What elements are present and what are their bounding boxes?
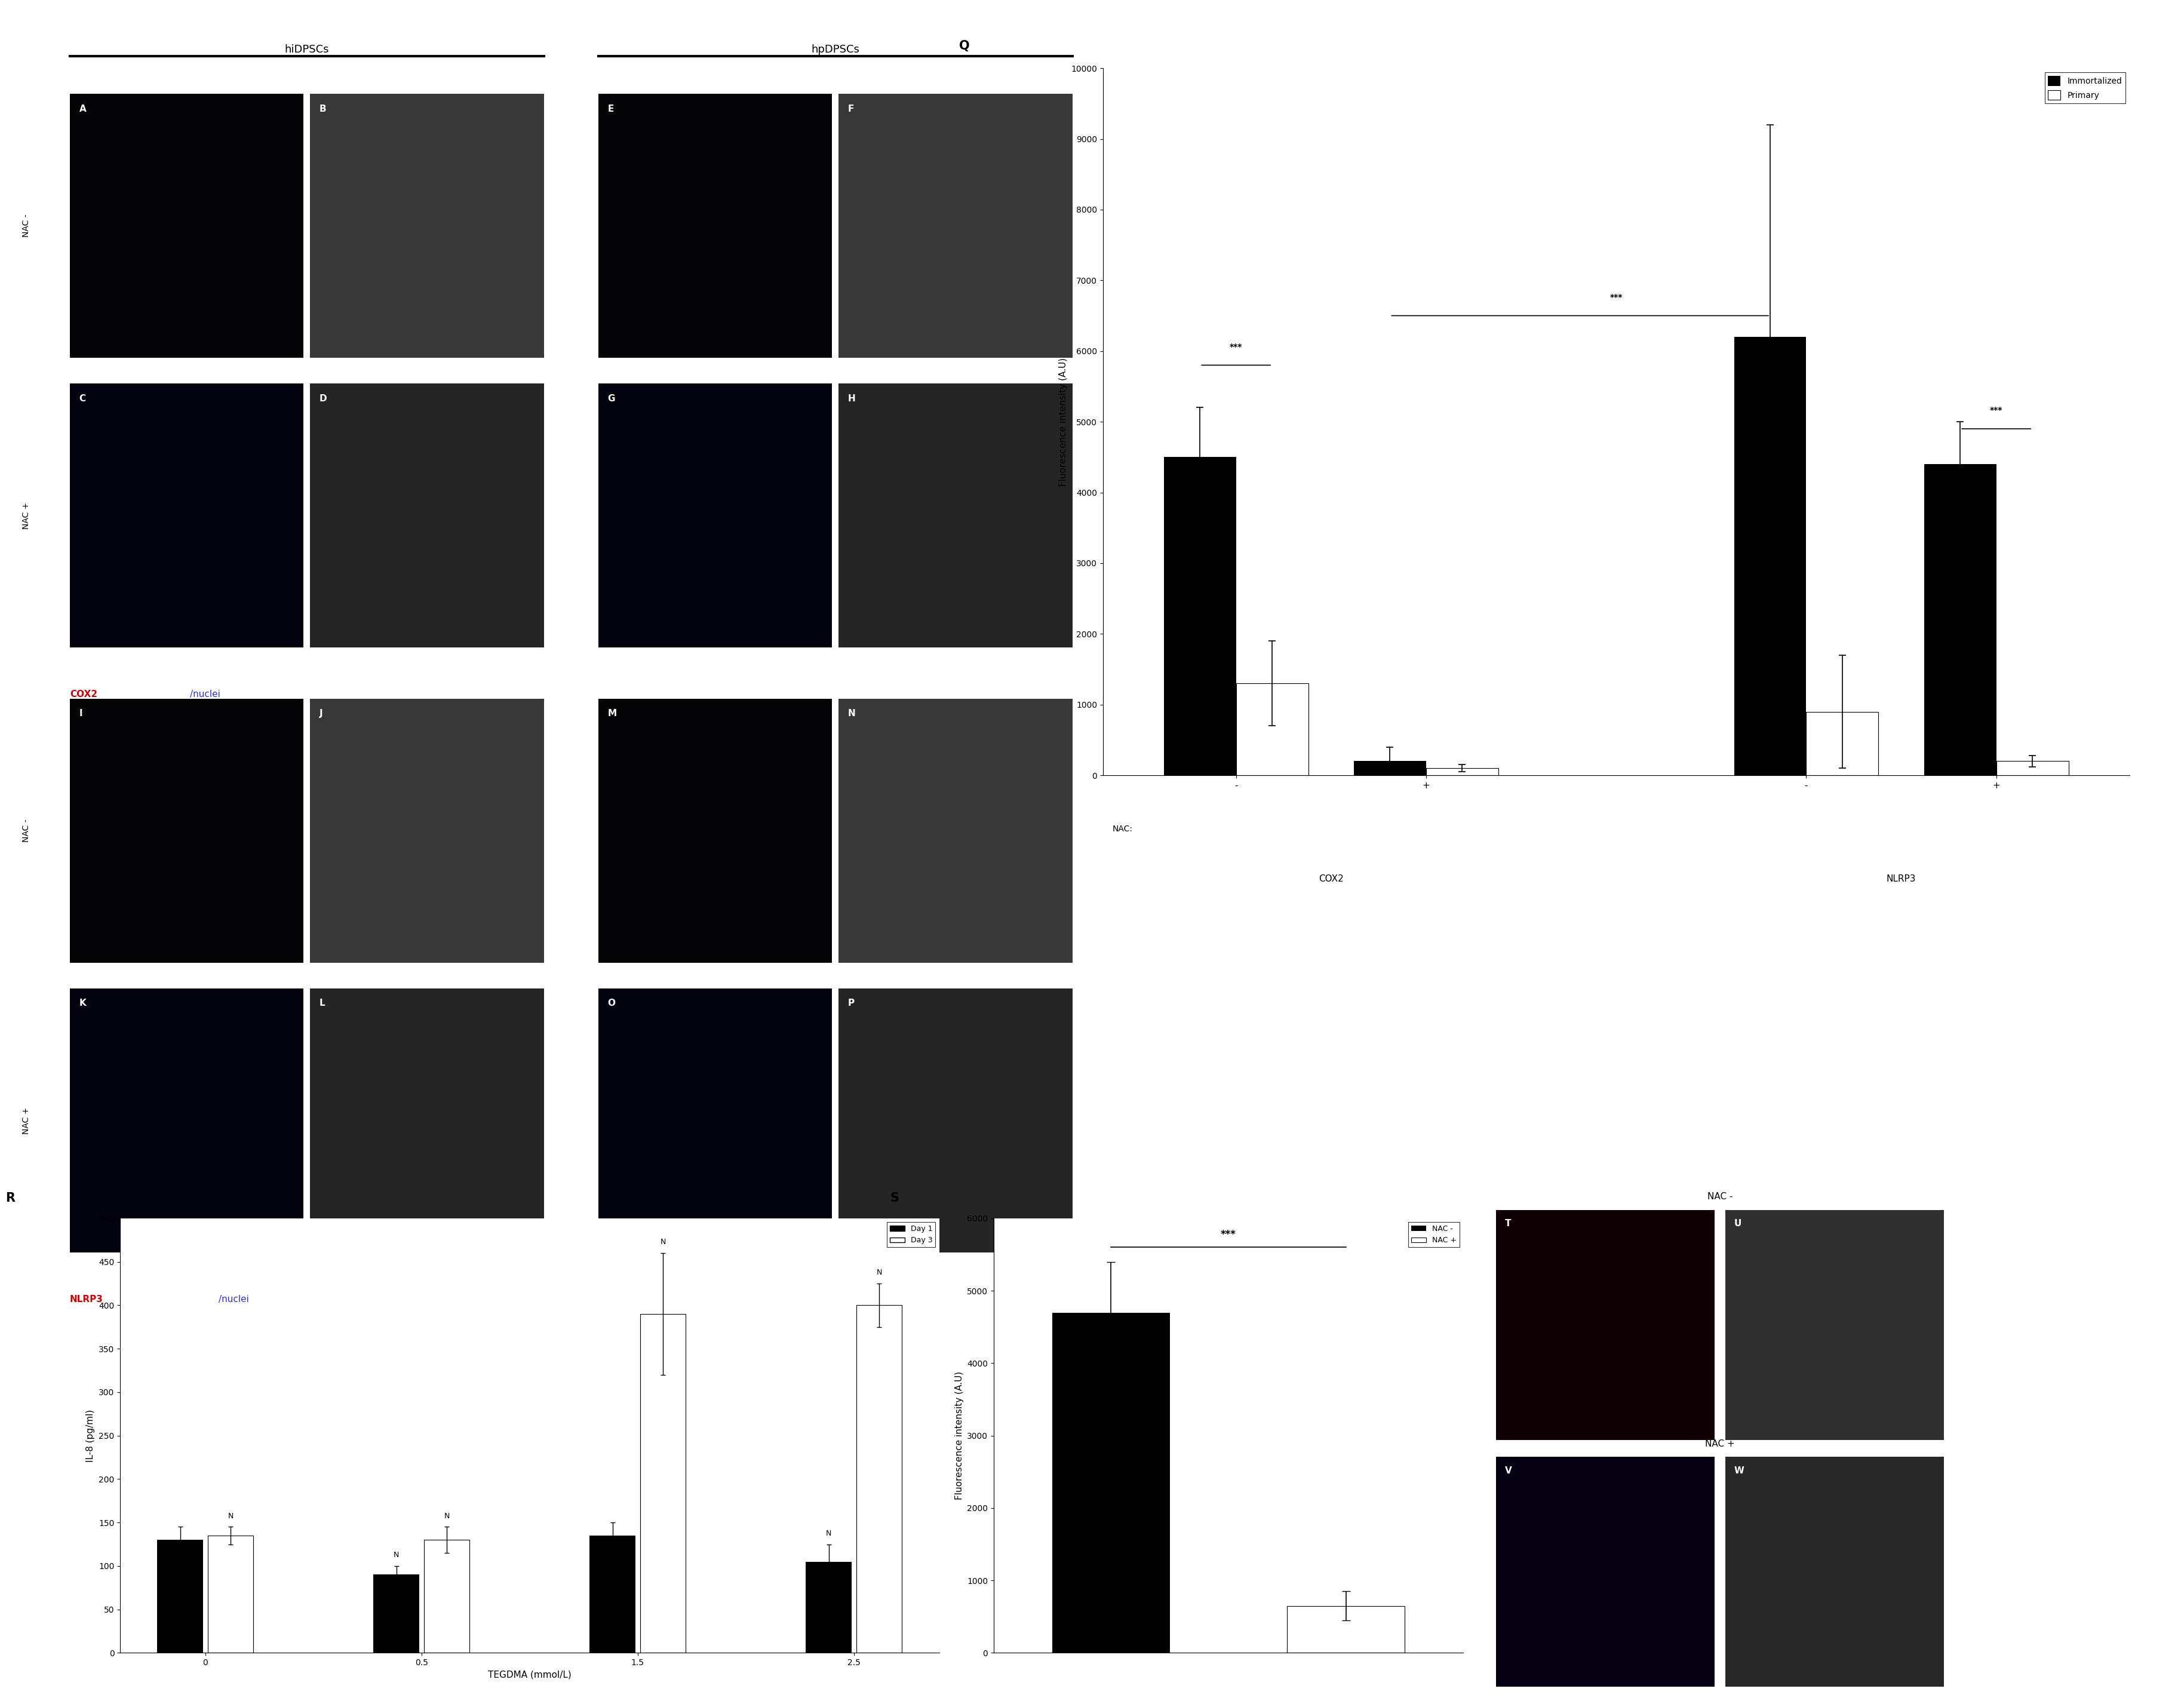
Bar xyxy=(1734,337,1806,775)
Text: NAC +: NAC + xyxy=(1706,1440,1734,1448)
Bar xyxy=(856,1305,902,1653)
Bar xyxy=(590,1535,636,1653)
Bar xyxy=(1806,712,1878,775)
Text: C: C xyxy=(79,394,85,402)
Text: B: B xyxy=(319,104,325,112)
Text: hpDPSCs: hpDPSCs xyxy=(810,44,860,55)
Text: F: F xyxy=(847,104,854,112)
Text: COX2: COX2 xyxy=(70,690,98,699)
Text: E: E xyxy=(607,104,614,112)
Text: /nuclei: /nuclei xyxy=(218,1295,249,1304)
Text: T: T xyxy=(1505,1218,1511,1229)
Bar xyxy=(207,1535,253,1653)
Text: D: D xyxy=(319,394,328,402)
Legend: NAC -, NAC +: NAC -, NAC + xyxy=(1409,1222,1459,1247)
Text: NAC +: NAC + xyxy=(22,1108,31,1133)
Bar xyxy=(424,1540,470,1653)
Bar xyxy=(1053,1312,1171,1653)
Text: NLRP3: NLRP3 xyxy=(1887,874,1915,883)
Text: /nuclei: /nuclei xyxy=(190,690,221,699)
Text: W: W xyxy=(1734,1465,1745,1476)
Bar xyxy=(1354,762,1426,775)
Text: N: N xyxy=(393,1551,400,1559)
Bar xyxy=(1164,457,1236,775)
X-axis label: TEGDMA (mmol/L): TEGDMA (mmol/L) xyxy=(487,1670,572,1680)
Text: ***: *** xyxy=(1221,1229,1236,1241)
Text: I: I xyxy=(79,709,83,717)
Y-axis label: Fluorescence intensity (A.U): Fluorescence intensity (A.U) xyxy=(954,1372,963,1500)
Text: V: V xyxy=(1505,1465,1511,1476)
Legend: Day 1, Day 3: Day 1, Day 3 xyxy=(887,1222,935,1247)
Bar xyxy=(1924,463,1996,775)
Text: H: H xyxy=(847,394,856,402)
Text: ***: *** xyxy=(1990,406,2003,414)
Text: NAC -: NAC - xyxy=(22,820,31,842)
Text: N: N xyxy=(660,1239,666,1246)
Text: Q: Q xyxy=(959,39,970,51)
Text: K: K xyxy=(79,999,85,1007)
Text: A: A xyxy=(79,104,85,112)
Bar xyxy=(1236,683,1308,775)
Bar xyxy=(373,1574,419,1653)
Text: S: S xyxy=(891,1193,900,1205)
Text: NAC +: NAC + xyxy=(22,503,31,528)
Text: ***: *** xyxy=(1230,343,1243,351)
Text: NAC -: NAC - xyxy=(22,215,31,237)
Text: J: J xyxy=(319,709,323,717)
Text: O: O xyxy=(607,999,616,1007)
Text: P: P xyxy=(847,999,854,1007)
Text: R: R xyxy=(4,1193,15,1205)
Text: N: N xyxy=(876,1269,882,1276)
Y-axis label: Fluorescence intensity (A.U): Fluorescence intensity (A.U) xyxy=(1059,358,1068,486)
Y-axis label: IL-8 (pg/ml): IL-8 (pg/ml) xyxy=(87,1409,96,1462)
Text: NAC -: NAC - xyxy=(1708,1193,1732,1201)
Bar xyxy=(1996,762,2068,775)
Text: U: U xyxy=(1734,1218,1741,1229)
Text: L: L xyxy=(319,999,325,1007)
Bar xyxy=(806,1561,852,1653)
Bar xyxy=(640,1314,686,1653)
Text: N: N xyxy=(443,1511,450,1520)
Text: N: N xyxy=(847,709,856,717)
Text: ***: *** xyxy=(1610,293,1623,302)
Text: M: M xyxy=(607,709,616,717)
Bar xyxy=(157,1540,203,1653)
Text: COX2: COX2 xyxy=(1319,874,1343,883)
Text: N: N xyxy=(826,1530,832,1537)
Text: hiDPSCs: hiDPSCs xyxy=(284,44,330,55)
Bar xyxy=(1426,769,1498,775)
Text: NAC:: NAC: xyxy=(1112,825,1133,833)
Text: N: N xyxy=(227,1511,234,1520)
Legend: Immortalized, Primary: Immortalized, Primary xyxy=(2044,72,2125,104)
Bar xyxy=(1286,1605,1404,1653)
Text: NLRP3: NLRP3 xyxy=(70,1295,103,1304)
Text: G: G xyxy=(607,394,616,402)
